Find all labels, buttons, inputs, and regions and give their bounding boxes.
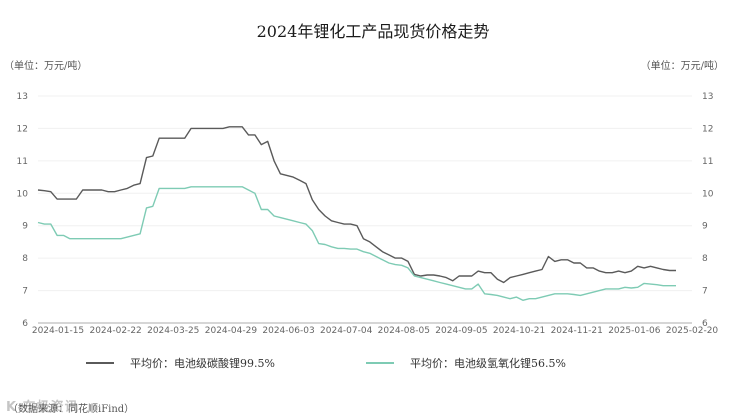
y-tick-label: 11: [702, 157, 713, 167]
right-y-axis: 6 7 8 9 10 11 12 13: [702, 92, 714, 329]
x-tick-label: 2025-01-06: [608, 326, 661, 336]
legend-swatch-line: [366, 362, 394, 364]
legend-label: 平均价：电池级碳酸锂99.5%: [130, 357, 275, 370]
x-tick-label: 2024-04-29: [205, 326, 258, 336]
legend-label: 平均价：电池级氢氧化锂56.5%: [410, 357, 566, 370]
gridlines: [38, 95, 692, 324]
data-source-note: （数据来源：同花顺iFind）: [8, 404, 135, 415]
x-tick-label: 2024-09-05: [435, 326, 487, 336]
x-tick-label: 2024-10-21: [493, 326, 545, 336]
y-tick-label: 7: [22, 287, 28, 297]
x-tick-label: 2024-11-21: [551, 326, 603, 336]
x-tick-label: 2024-02-22: [89, 326, 141, 336]
y-tick-label: 10: [17, 189, 29, 199]
y-tick-label: 6: [702, 319, 708, 329]
chart-title: 2024年锂化工产品现货价格走势: [256, 22, 490, 41]
series-line-lithium-hydroxide: [37, 186, 676, 301]
left-y-axis: 6 7 8 9 10 11 12 13: [17, 92, 29, 329]
x-tick-label: 2024-01-15: [32, 326, 84, 336]
y-tick-label: 9: [22, 222, 28, 232]
y-tick-label: 12: [17, 124, 28, 134]
y-tick-label: 8: [702, 254, 708, 264]
y-tick-label: 13: [702, 92, 713, 102]
y-tick-label: 6: [22, 319, 28, 329]
y-tick-label: 12: [702, 124, 713, 134]
watermark-logo: K 东极资讯: [6, 400, 79, 415]
x-axis: 2024-01-15 2024-02-22 2024-03-25 2024-04-29…: [32, 326, 719, 336]
series-line-lithium-carbonate: [37, 126, 676, 284]
y-tick-label: 9: [702, 222, 708, 232]
x-tick-label: 2024-08-05: [378, 326, 430, 336]
legend-item-lithium-carbonate[interactable]: 平均价：电池级碳酸锂99.5%: [86, 355, 275, 371]
x-tick-label: 2025-02-20: [666, 326, 719, 336]
y-tick-label: 8: [22, 254, 28, 264]
y-tick-label: 10: [702, 189, 714, 199]
x-tick-label: 2024-07-04: [320, 326, 373, 336]
y-tick-label: 7: [702, 287, 708, 297]
legend-swatch-line: [86, 362, 114, 364]
series-lines: [37, 126, 676, 301]
x-tick-label: 2024-06-03: [262, 326, 314, 336]
right-axis-unit: （单位：万元/吨）: [640, 61, 724, 72]
y-tick-label: 11: [17, 157, 28, 167]
legend-item-lithium-hydroxide[interactable]: 平均价：电池级氢氧化锂56.5%: [366, 355, 566, 371]
x-tick-label: 2024-03-25: [147, 326, 199, 336]
legend: 平均价：电池级碳酸锂99.5% 平均价：电池级氢氧化锂56.5%: [0, 355, 746, 375]
left-axis-unit: （单位：万元/吨）: [4, 61, 88, 72]
y-tick-label: 13: [17, 92, 28, 102]
